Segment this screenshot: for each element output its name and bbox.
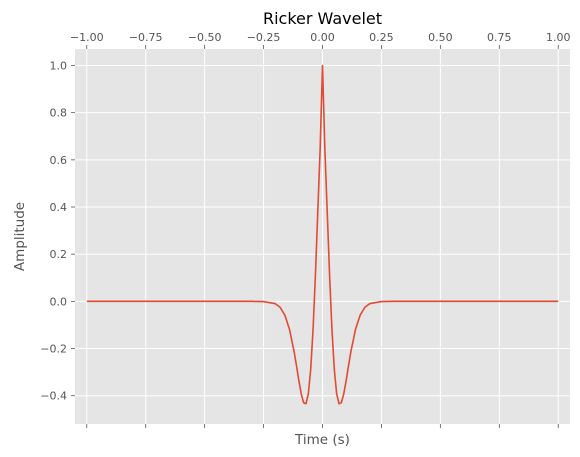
x-axis-label: Time (s) [294,432,350,448]
x-tick-label: 0.75 [487,31,512,44]
y-tick-label: 0.6 [50,154,68,167]
x-tick-label: −1.00 [70,31,104,44]
x-axis-ticks: −1.00 −0.75 −0.50 −0.25 0.00 0.25 0.50 0.75 1.00 [70,31,571,428]
y-tick-label: 0.2 [50,248,68,261]
x-tick-label: −0.75 [129,31,163,44]
y-tick-label: 0.8 [50,107,68,120]
x-tick-label: 0.25 [369,31,394,44]
x-tick-label: −0.50 [188,31,222,44]
y-tick-label: −0.2 [40,343,67,356]
series-group [86,64,559,405]
y-tick-label: 0.0 [50,295,68,308]
x-tick-label: 1.00 [546,31,571,44]
series-line [86,64,559,405]
x-tick-label: 0.00 [310,31,335,44]
y-axis-ticks: −0.4 −0.2 0.0 0.2 0.4 0.6 0.8 1.0 [40,60,75,403]
x-tick-label: −0.25 [247,31,281,44]
x-tick-label: 0.50 [428,31,453,44]
y-tick-label: 1.0 [50,60,68,73]
chart-title: Ricker Wavelet [263,9,382,28]
y-axis-label: Amplitude [12,202,28,271]
y-tick-label: −0.4 [40,390,67,403]
y-tick-label: 0.4 [50,201,68,214]
x-grid [86,49,559,424]
